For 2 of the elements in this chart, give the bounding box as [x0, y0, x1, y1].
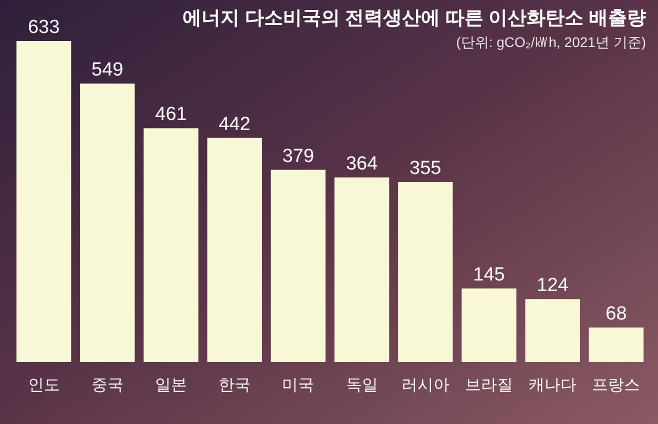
title: 에너지 다소비국의 전력생산에 따른 이산화탄소 배출량: [182, 8, 646, 29]
subtitle: (단위: gCO₂/㎾h, 2021년 기준): [456, 34, 646, 50]
